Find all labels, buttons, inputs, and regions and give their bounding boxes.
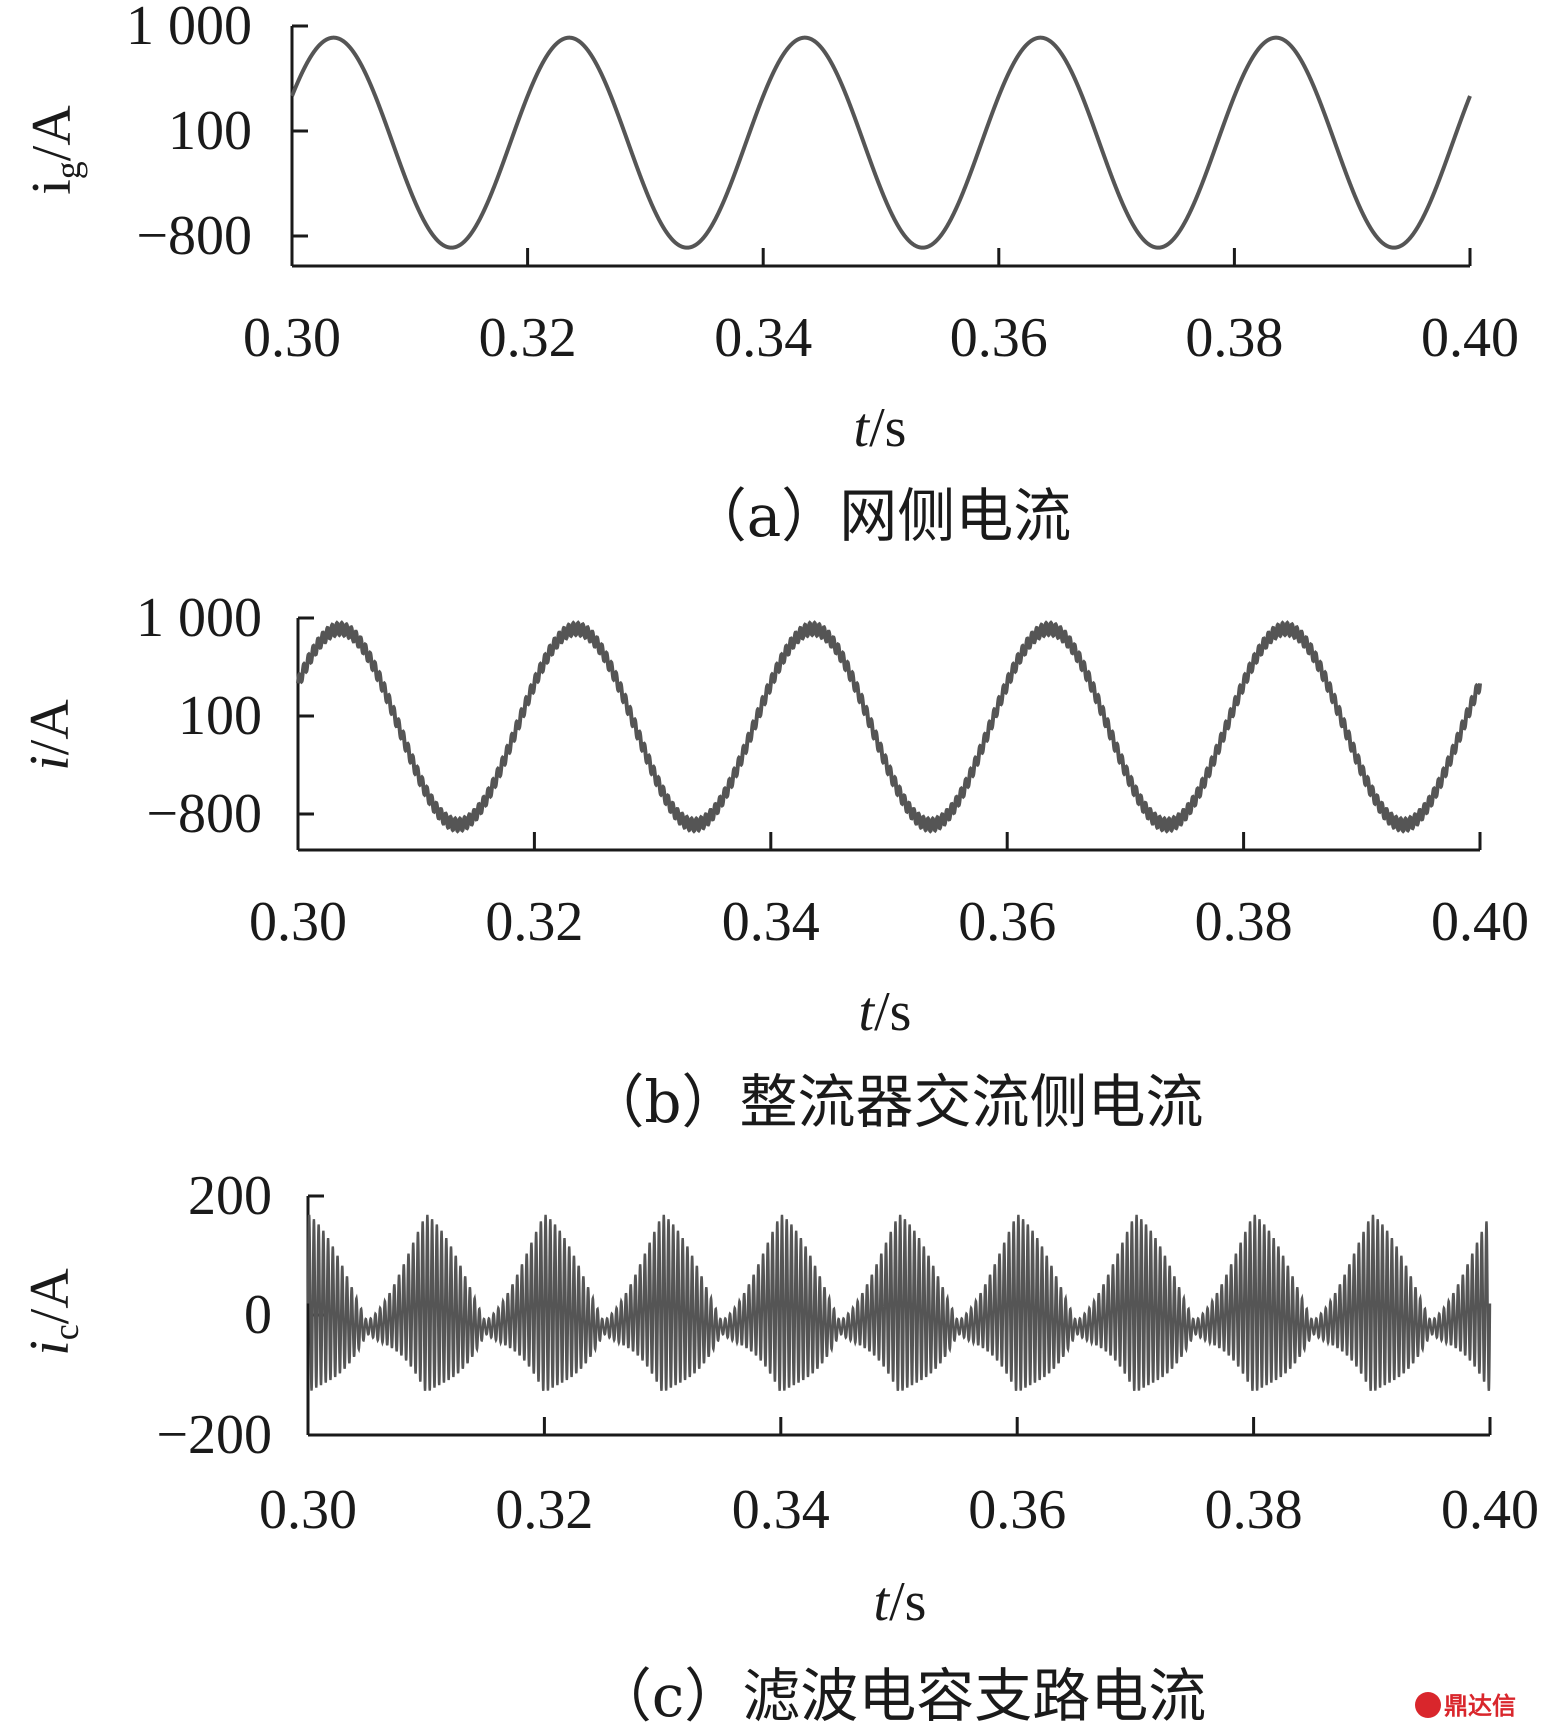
- y-tick-label: 100: [168, 100, 252, 162]
- x-axis-unit: /s: [874, 981, 911, 1043]
- x-tick-label: 0.38: [1195, 891, 1293, 953]
- panel-caption: （b）整流器交流侧电流: [586, 1068, 1203, 1136]
- x-tick-label: 0.36: [968, 1479, 1066, 1541]
- panel-a: 1 000 100 −800 0.30 0.32 0.34 0.36 0.38 0.40 ig…: [21, 0, 1519, 550]
- x-tick-label: 0.30: [243, 307, 341, 369]
- x-ticks: 0.30 0.32 0.34 0.36 0.38 0.40: [249, 832, 1529, 953]
- y-axis-subscript: c: [46, 1324, 86, 1340]
- y-tick-label: −200: [156, 1404, 272, 1466]
- x-axis-symbol: t: [874, 1571, 891, 1633]
- x-ticks: 0.30 0.32 0.34 0.36 0.38 0.40: [259, 1417, 1539, 1541]
- y-axis-subscript: g: [48, 161, 88, 179]
- x-tick-label: 0.38: [1205, 1479, 1303, 1541]
- y-axis-unit: /A: [19, 1268, 81, 1325]
- panel-caption: （c）滤波电容支路电流: [594, 1662, 1206, 1730]
- x-axis-symbol: t: [859, 981, 876, 1043]
- x-tick-label: 0.34: [714, 307, 812, 369]
- x-axis-title: t/s: [854, 397, 907, 459]
- y-axis-symbol: i: [21, 179, 83, 195]
- x-axis-unit: /s: [869, 397, 906, 459]
- y-axis-title: ic/A: [19, 1268, 86, 1356]
- x-tick-label: 0.38: [1185, 307, 1283, 369]
- y-tick-label: −800: [136, 205, 252, 267]
- y-axis-title: i/A: [19, 699, 81, 771]
- x-tick-label: 0.32: [479, 307, 577, 369]
- watermark-badge-icon: [1415, 1692, 1441, 1718]
- waveform-trace-ig: [290, 35, 1472, 250]
- watermark-logo: 鼎达信: [1415, 1692, 1516, 1720]
- y-tick-label: 1 000: [136, 587, 262, 649]
- x-tick-label: 0.34: [722, 891, 820, 953]
- y-tick-label: 0: [244, 1284, 272, 1346]
- y-tick-label: −800: [146, 783, 262, 845]
- x-tick-label: 0.34: [732, 1479, 830, 1541]
- x-axis-unit: /s: [889, 1571, 926, 1633]
- y-ticks: 1 000 100 −800: [126, 0, 308, 267]
- y-tick-label: 100: [178, 685, 262, 747]
- panel-caption: （a）网侧电流: [689, 482, 1072, 550]
- x-tick-label: 0.30: [249, 891, 347, 953]
- y-axis-title: ig/A: [21, 105, 88, 195]
- x-axis-title: t/s: [874, 1571, 927, 1633]
- y-ticks: 1 000 100 −800: [136, 587, 314, 845]
- x-tick-label: 0.30: [259, 1479, 357, 1541]
- waveform-trace-i: [296, 620, 1482, 834]
- x-axis-symbol: t: [854, 397, 871, 459]
- x-axis-title: t/s: [859, 981, 912, 1043]
- x-tick-label: 0.40: [1431, 891, 1529, 953]
- y-axis-symbol: i: [19, 755, 81, 771]
- x-tick-label: 0.40: [1441, 1479, 1539, 1541]
- y-tick-label: 1 000: [126, 0, 252, 57]
- y-axis-unit: /A: [19, 699, 81, 756]
- waveform-trace-ic: [306, 1214, 1492, 1391]
- x-tick-label: 0.36: [950, 307, 1048, 369]
- x-ticks: 0.30 0.32 0.34 0.36 0.38 0.40: [243, 248, 1519, 369]
- y-axis-unit: /A: [21, 105, 83, 162]
- x-tick-label: 0.36: [958, 891, 1056, 953]
- watermark-text: 鼎达信: [1444, 1692, 1516, 1720]
- y-axis-symbol: i: [19, 1340, 81, 1356]
- x-tick-label: 0.40: [1421, 307, 1519, 369]
- x-tick-label: 0.32: [485, 891, 583, 953]
- x-tick-label: 0.32: [495, 1479, 593, 1541]
- y-tick-label: 200: [188, 1165, 272, 1227]
- y-ticks: 200 0 −200: [156, 1165, 324, 1466]
- panel-c: 200 0 −200 0.30 0.32 0.34 0.36 0.38 0.40 ic/A t…: [19, 1165, 1539, 1730]
